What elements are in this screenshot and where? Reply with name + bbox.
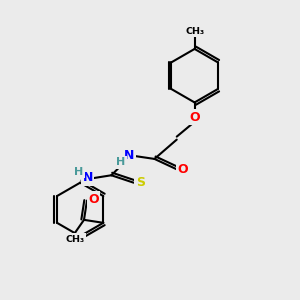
- Text: CH₃: CH₃: [185, 27, 204, 36]
- Text: CH₃: CH₃: [65, 235, 85, 244]
- Text: H: H: [74, 167, 83, 177]
- Text: N: N: [82, 171, 93, 184]
- Text: O: O: [189, 111, 200, 124]
- Text: S: S: [136, 176, 145, 189]
- Text: N: N: [124, 149, 134, 162]
- Text: O: O: [88, 193, 99, 206]
- Text: H: H: [116, 158, 125, 167]
- Text: O: O: [177, 163, 188, 176]
